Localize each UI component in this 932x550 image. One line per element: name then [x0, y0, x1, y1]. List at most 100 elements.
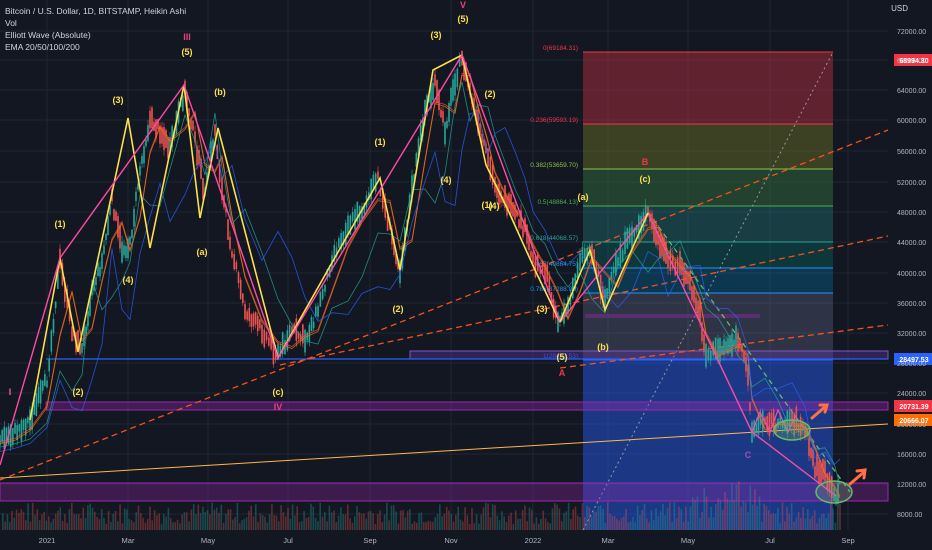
volume-bar	[710, 507, 712, 530]
fib-level-label: 0.65(40864.75)	[534, 261, 578, 268]
volume-bar	[767, 510, 770, 530]
volume-bar	[450, 513, 453, 530]
volume-bar	[712, 517, 715, 530]
volume-bar	[494, 504, 496, 530]
candle-body	[248, 307, 251, 322]
candle-body	[95, 277, 97, 286]
volume-bar	[537, 523, 540, 530]
volume-bar	[374, 523, 377, 530]
volume-bar	[751, 504, 754, 530]
candle-body	[151, 107, 153, 129]
volume-bar	[27, 503, 29, 530]
candle-body	[747, 366, 749, 386]
volume-bar	[669, 502, 671, 530]
candle-body	[265, 332, 268, 341]
volume-bar	[87, 505, 89, 530]
volume-bar	[397, 523, 400, 530]
volume-bar	[659, 511, 662, 530]
candle-body	[5, 427, 8, 444]
candle-body	[57, 269, 59, 289]
volume-bar	[823, 513, 825, 530]
candle-body	[463, 61, 465, 80]
candle-body	[379, 189, 382, 196]
candle-body	[762, 410, 764, 432]
candle-body	[338, 238, 340, 248]
candle-body	[361, 206, 363, 219]
chart-title: Bitcoin / U.S. Dollar, 1D, BITSTAMP, Hei…	[5, 6, 187, 16]
volume-bar	[747, 512, 749, 530]
candle-body	[270, 336, 272, 350]
candle-body	[335, 247, 338, 257]
wave-label: (3)	[537, 304, 548, 314]
candle-body	[317, 305, 319, 317]
volume-bar	[781, 502, 784, 530]
candle-body	[113, 209, 115, 221]
wave-label: I	[9, 387, 12, 397]
indicator-ema: EMA 20/50/100/200	[5, 42, 80, 52]
volume-bar	[742, 501, 745, 530]
y-tick-label: 68000.00	[897, 58, 926, 65]
volume-bar	[664, 515, 666, 530]
candle-body	[717, 338, 719, 362]
volume-bar	[721, 509, 724, 530]
candle-body	[485, 143, 487, 153]
volume-bar	[650, 509, 653, 530]
volume-bar	[181, 514, 183, 530]
candle-body	[129, 236, 131, 245]
volume-bar	[503, 516, 505, 530]
dashed-trend-1	[0, 129, 889, 481]
candle-body	[424, 100, 426, 121]
wave-label: (4)	[441, 175, 452, 185]
volume-bar	[597, 506, 600, 530]
fib-band	[583, 124, 833, 169]
x-tick-label: Nov	[444, 536, 458, 545]
candle-body	[574, 273, 576, 290]
volume-bar	[31, 502, 34, 530]
candle-body	[442, 111, 444, 123]
volume-bar	[473, 523, 476, 530]
x-tick-label: Jul	[283, 536, 293, 545]
volume-bar	[100, 508, 103, 530]
candle-body	[775, 424, 777, 434]
candle-body	[640, 215, 642, 234]
volume-bar	[627, 522, 630, 530]
wave-label: (b)	[214, 87, 226, 97]
volume-bar	[675, 518, 678, 530]
candle-body	[259, 319, 261, 329]
candle-body	[721, 346, 723, 354]
candle-body	[272, 341, 275, 365]
candle-body	[681, 259, 683, 275]
volume-bar	[151, 520, 154, 530]
candle-body	[31, 407, 33, 430]
candle-body	[155, 119, 157, 139]
volume-bar	[252, 516, 255, 530]
candle-body	[504, 185, 506, 208]
volume-bar	[227, 509, 229, 530]
candle-body	[440, 109, 442, 118]
candle-body	[743, 351, 745, 362]
volume-bar	[163, 514, 165, 530]
dashed-trend-2	[279, 235, 889, 366]
volume-bar	[797, 512, 800, 530]
volume-bar	[685, 506, 687, 530]
volume-bar	[123, 508, 126, 530]
candle-body	[530, 250, 532, 258]
volume-bar	[620, 517, 623, 530]
volume-bar	[531, 509, 533, 530]
candle-body	[384, 197, 386, 218]
candle-body	[624, 231, 626, 255]
volume-bar	[744, 502, 747, 530]
candle-body	[663, 237, 665, 261]
volume-bar	[634, 522, 637, 530]
volume-bar	[80, 518, 82, 530]
volume-bar	[682, 521, 685, 530]
candle-body	[753, 420, 755, 437]
volume-bar	[326, 521, 328, 530]
candle-body	[548, 276, 551, 295]
volume-bar	[811, 515, 814, 530]
candle-body	[491, 164, 494, 186]
candle-body	[89, 296, 91, 316]
candle-body	[397, 262, 399, 270]
candle-body	[97, 263, 99, 277]
